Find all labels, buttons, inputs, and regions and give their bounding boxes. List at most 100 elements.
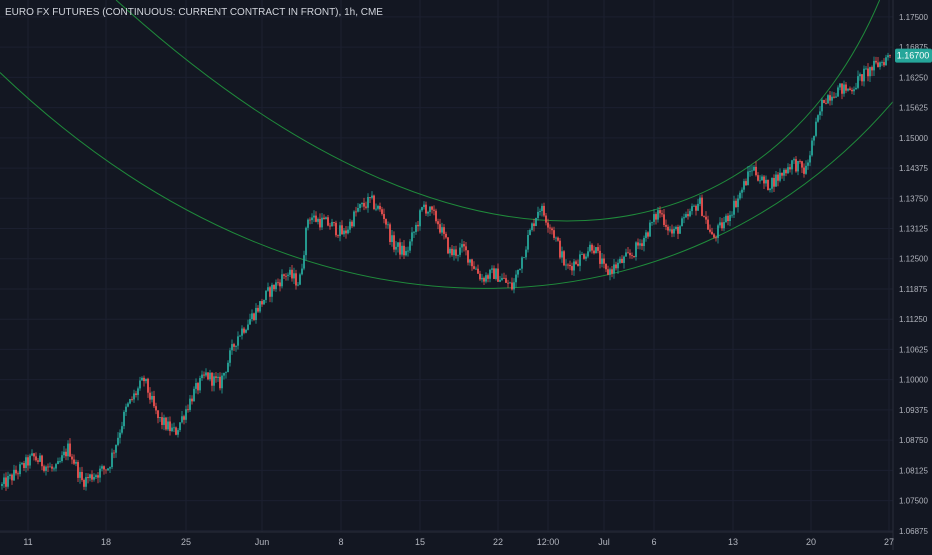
candle-body bbox=[201, 374, 203, 379]
candle-body bbox=[613, 264, 615, 274]
x-tick-label: 22 bbox=[493, 537, 503, 547]
candle-body bbox=[867, 68, 869, 77]
candle-body bbox=[469, 259, 471, 263]
candle-body bbox=[849, 88, 851, 90]
candle-body bbox=[727, 215, 729, 222]
x-tick-label: 12:00 bbox=[537, 537, 560, 547]
candle-body bbox=[787, 167, 789, 174]
candle-body bbox=[863, 68, 865, 82]
candle-body bbox=[599, 250, 601, 264]
candle-body bbox=[303, 255, 305, 269]
candle-body bbox=[307, 219, 309, 228]
candle-body bbox=[885, 57, 887, 66]
candle-body bbox=[571, 266, 573, 271]
price-axis[interactable]: 1.06875 1.07500 1.08125 1.08750 1.09375 1.100… bbox=[899, 13, 928, 536]
candle-body bbox=[503, 277, 505, 279]
candle-body bbox=[815, 121, 817, 136]
candle-body bbox=[597, 247, 599, 251]
candle-body bbox=[355, 211, 357, 213]
candle-body bbox=[697, 203, 699, 211]
candle-body bbox=[747, 171, 749, 186]
candle-body bbox=[191, 398, 193, 402]
y-tick-label: 1.07500 bbox=[899, 497, 928, 506]
candle-body bbox=[173, 427, 175, 429]
candle-body bbox=[291, 269, 293, 279]
candle-body bbox=[395, 246, 397, 250]
candle-body bbox=[749, 171, 751, 172]
candle-body bbox=[357, 208, 359, 212]
candle-body bbox=[87, 477, 89, 479]
candle-body bbox=[717, 225, 719, 238]
candle-body bbox=[31, 453, 33, 456]
candle-body bbox=[37, 460, 39, 462]
candle-body bbox=[577, 263, 579, 266]
y-tick-label: 1.10000 bbox=[899, 376, 928, 385]
candle-body bbox=[9, 474, 11, 477]
candle-body bbox=[421, 207, 423, 211]
x-tick-label: 11 bbox=[23, 537, 32, 547]
candle-body bbox=[429, 206, 431, 212]
candle-body bbox=[689, 211, 691, 217]
candle-body bbox=[839, 83, 841, 88]
time-axis[interactable]: 11 18 25 Jun 8 15 22 12:00 Jul 6 13 20 27 bbox=[23, 537, 894, 547]
candle-body bbox=[281, 274, 283, 287]
x-tick-label: 6 bbox=[651, 537, 656, 547]
candle-body bbox=[137, 388, 139, 395]
candle-body bbox=[889, 55, 891, 57]
candle-body bbox=[449, 248, 451, 254]
candle-body bbox=[615, 264, 617, 269]
candle-body bbox=[169, 421, 171, 432]
candle-body bbox=[401, 245, 403, 255]
candle-body bbox=[463, 244, 465, 247]
candle-body bbox=[175, 427, 177, 435]
candle-body bbox=[441, 227, 443, 233]
candle-body bbox=[565, 264, 567, 266]
candle-body bbox=[387, 224, 389, 226]
candle-body bbox=[875, 60, 877, 63]
lower-channel-line bbox=[0, 72, 894, 289]
candle-body bbox=[561, 251, 563, 258]
x-tick-label: Jul bbox=[598, 537, 610, 547]
candle-body bbox=[59, 461, 61, 462]
candle-body bbox=[545, 215, 547, 223]
candle-body bbox=[465, 246, 467, 251]
candle-body bbox=[177, 430, 179, 435]
candle-body bbox=[631, 255, 633, 256]
candle-body bbox=[559, 240, 561, 258]
candle-body bbox=[663, 214, 665, 225]
x-tick-label: 13 bbox=[728, 537, 738, 547]
candle-body bbox=[207, 372, 209, 380]
candle-body bbox=[321, 217, 323, 228]
candle-body bbox=[39, 455, 41, 462]
candle-body bbox=[103, 466, 105, 470]
candle-body bbox=[873, 60, 875, 71]
candle-body bbox=[209, 372, 211, 380]
candle-body bbox=[371, 195, 373, 198]
candle-body bbox=[715, 237, 717, 239]
candle-body bbox=[535, 218, 537, 227]
candle-body bbox=[251, 313, 253, 320]
candle-body bbox=[397, 242, 399, 247]
candle-body bbox=[107, 468, 109, 471]
candle-body bbox=[311, 217, 313, 221]
candle-body bbox=[189, 398, 191, 411]
candle-body bbox=[393, 235, 395, 250]
candle-body bbox=[63, 451, 65, 456]
candle-body bbox=[143, 377, 145, 382]
candle-body bbox=[625, 252, 627, 257]
candle-body bbox=[377, 206, 379, 209]
candle-body bbox=[27, 457, 29, 466]
candle-body bbox=[323, 217, 325, 220]
y-tick-label: 1.08750 bbox=[899, 436, 928, 445]
candle-body bbox=[359, 204, 361, 209]
candle-body bbox=[269, 287, 271, 297]
candle-body bbox=[203, 374, 205, 376]
y-tick-label: 1.17500 bbox=[899, 13, 928, 22]
candle-body bbox=[763, 176, 765, 184]
candle-body bbox=[539, 210, 541, 212]
candle-body bbox=[843, 84, 845, 94]
candle-body bbox=[851, 89, 853, 92]
candle-body bbox=[163, 417, 165, 425]
